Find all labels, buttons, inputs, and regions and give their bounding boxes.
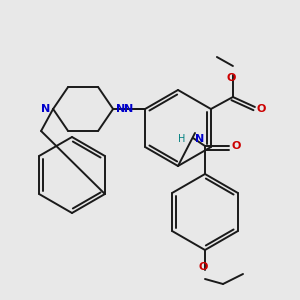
Text: H: H: [178, 134, 185, 144]
Text: N: N: [124, 104, 133, 114]
Text: N: N: [195, 134, 204, 144]
Text: N: N: [41, 104, 50, 114]
Text: O: O: [257, 104, 266, 114]
Text: N: N: [116, 104, 125, 114]
Text: O: O: [232, 141, 242, 151]
Text: O: O: [198, 262, 208, 272]
Text: O: O: [226, 73, 236, 83]
